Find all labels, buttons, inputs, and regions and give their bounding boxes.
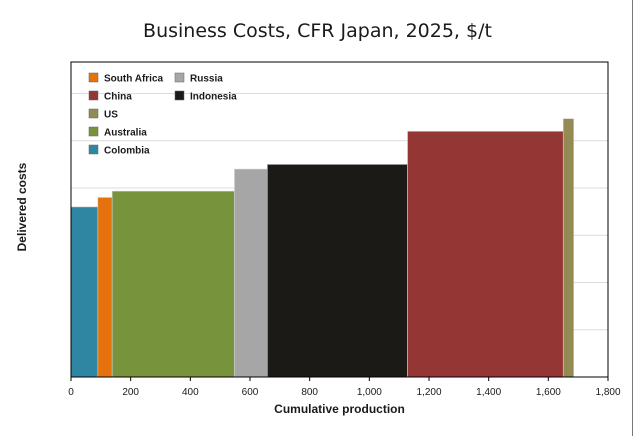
legend-label-china: China [104,92,132,103]
bar-russia [234,168,268,378]
x-tick-label: 200 [122,387,139,398]
legend-swatch-indonesia [174,90,185,101]
x-tick-label: 1,400 [476,387,501,398]
legend-swatch-russia [174,72,185,83]
bar-colombia [70,206,99,378]
bar-china [407,131,564,378]
x-tick-label: 400 [182,387,199,398]
legend-swatch-us [88,108,99,119]
bar-indonesia [267,164,408,378]
legend-swatch-australia [88,126,99,137]
x-tick-label: 600 [242,387,259,398]
plot-frame [70,61,609,378]
x-tick-label: 1,600 [536,387,561,398]
legend-swatch-south-africa [88,72,99,83]
legend-label-russia: Russia [190,74,223,85]
x-tick-label: 800 [301,387,318,398]
bar-us [562,118,574,378]
legend-label-indonesia: Indonesia [190,92,237,103]
bar-australia [111,190,235,378]
legend-label-australia: Australia [104,128,147,139]
x-tick-label: 1,800 [595,387,620,398]
x-axis-label: Cumulative production [274,402,405,416]
x-tick-label: 1,000 [357,387,382,398]
legend-label-colombia: Colombia [104,146,150,157]
chart-title: Business Costs, CFR Japan, 2025, $/t [143,20,492,42]
legend-swatch-china [88,90,99,101]
x-tick-label: 0 [68,387,74,398]
legend-label-us: US [104,110,118,121]
legend-label-south-africa: South Africa [104,74,164,85]
x-tick-label: 1,200 [416,387,441,398]
bar-south-africa [97,197,113,378]
legend-swatch-colombia [88,144,99,155]
frame-edge [632,0,633,436]
